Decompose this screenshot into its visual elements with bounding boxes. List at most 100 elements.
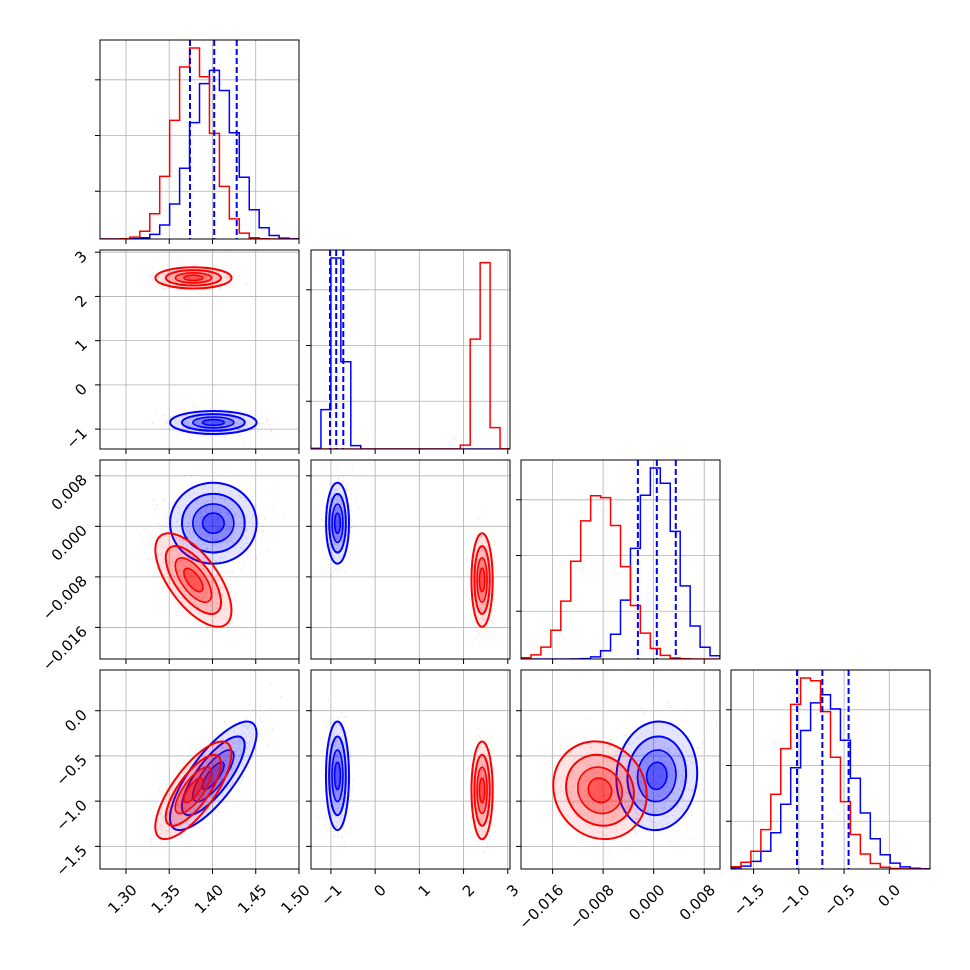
- contour-red: [576, 766, 623, 815]
- panel-grid-0-0: [100, 40, 299, 239]
- density-blue: [202, 513, 225, 534]
- contour-blue: [331, 503, 344, 544]
- contour-red: [587, 777, 613, 804]
- panel-frame-2-1: [310, 459, 511, 660]
- contour-blue: [191, 503, 235, 544]
- density-blue: [169, 721, 257, 831]
- contour-red: [183, 777, 204, 804]
- x-tick-label: −0.008: [566, 881, 618, 933]
- histogram-step-red: [731, 677, 930, 869]
- contour-red: [183, 567, 204, 593]
- contour-blue: [333, 761, 342, 791]
- y-tick-label: −1.0: [52, 796, 90, 834]
- contour-blue: [169, 481, 258, 565]
- contour-red: [174, 557, 213, 604]
- y-tick-label: −1.5: [52, 841, 90, 879]
- panel-grid-3-2: [521, 670, 720, 869]
- contour-red: [473, 753, 491, 827]
- y-tick-label: −0.016: [39, 623, 91, 675]
- contour-blue: [645, 761, 668, 791]
- y-tick-label: −1: [62, 424, 90, 452]
- contour-blue: [325, 481, 351, 565]
- contour-red: [183, 274, 204, 282]
- contour-red: [164, 753, 222, 827]
- density-red: [477, 557, 488, 603]
- density-blue: [334, 762, 341, 790]
- density-blue: [202, 419, 225, 426]
- contour-red: [164, 269, 223, 287]
- panel-2d-3-1: [317, 698, 499, 853]
- density-red: [577, 767, 623, 814]
- x-tick-label: 0.0: [874, 881, 904, 911]
- contour-blue: [615, 720, 699, 832]
- density-blue: [334, 513, 341, 534]
- y-tick-label: 0: [71, 380, 90, 399]
- scatter-red: [137, 727, 250, 856]
- contour-red: [476, 766, 488, 815]
- contour-red: [154, 532, 233, 628]
- density-blue: [202, 762, 225, 790]
- contour-red: [164, 545, 222, 615]
- contour-red: [478, 777, 486, 804]
- density-red: [477, 767, 488, 814]
- y-tick-label: −0.008: [39, 572, 91, 624]
- contour-red: [552, 740, 648, 841]
- contour-blue: [333, 512, 342, 535]
- contour-blue: [201, 418, 225, 427]
- scatter-blue: [319, 460, 360, 576]
- contour-blue: [324, 720, 350, 832]
- histogram-step-red: [311, 261, 510, 449]
- contour-blue: [169, 409, 258, 435]
- x-tick-label: 1.45: [234, 881, 270, 917]
- density-red: [155, 741, 232, 840]
- x-tick-label: −0.5: [820, 881, 858, 919]
- panel-grid-1-0: [100, 250, 299, 449]
- histogram-step-blue: [731, 693, 930, 869]
- contour-red: [470, 740, 494, 841]
- density-red: [165, 546, 221, 614]
- x-tick-label: 1.40: [191, 881, 227, 917]
- contour-red: [174, 272, 213, 284]
- histogram-2: [521, 460, 720, 659]
- scatter-red: [462, 727, 499, 853]
- contour-blue: [180, 413, 246, 432]
- panel-frame-2-2: [520, 459, 721, 660]
- panel-frame-2-0: [99, 459, 300, 660]
- y-tick-label: 2: [71, 292, 90, 311]
- panel-frame-3-0: [99, 669, 300, 870]
- scatter-blue: [151, 405, 273, 442]
- x-tick-label: 1.35: [148, 881, 184, 917]
- panel-frame-3-1: [310, 669, 511, 870]
- density-red: [165, 754, 221, 826]
- density-blue: [181, 736, 245, 816]
- panel-frame-1-1: [310, 249, 511, 450]
- density-red: [588, 778, 612, 803]
- histogram-0: [100, 40, 299, 239]
- density-red: [479, 568, 485, 592]
- density-red: [175, 272, 212, 283]
- contour-blue: [328, 492, 347, 554]
- density-blue: [332, 504, 343, 543]
- density-red: [479, 778, 485, 803]
- panel-grid-3-3: [731, 670, 930, 869]
- x-tick-label: 3: [503, 881, 522, 900]
- contour-blue: [201, 512, 225, 535]
- y-tick-label: 3: [71, 247, 90, 266]
- panel-2d-2-0: [132, 465, 285, 659]
- panel-frame-0-0: [99, 39, 300, 240]
- density-red: [183, 275, 203, 281]
- panel-frame-1-0: [99, 249, 300, 450]
- density-red: [155, 533, 232, 627]
- histogram-step-red: [521, 494, 720, 659]
- x-tick-label: −0.016: [515, 881, 567, 933]
- contour-red: [476, 557, 488, 604]
- panel-frame-3-3: [730, 669, 931, 870]
- panel-2d-3-2: [523, 682, 720, 863]
- contour-blue: [191, 416, 235, 429]
- contour-blue: [328, 735, 347, 817]
- histogram-1: [311, 250, 510, 449]
- panel-2d-3-0: [137, 683, 282, 864]
- scatter-blue: [317, 698, 356, 852]
- contour-blue: [331, 749, 344, 803]
- contour-red: [478, 567, 486, 593]
